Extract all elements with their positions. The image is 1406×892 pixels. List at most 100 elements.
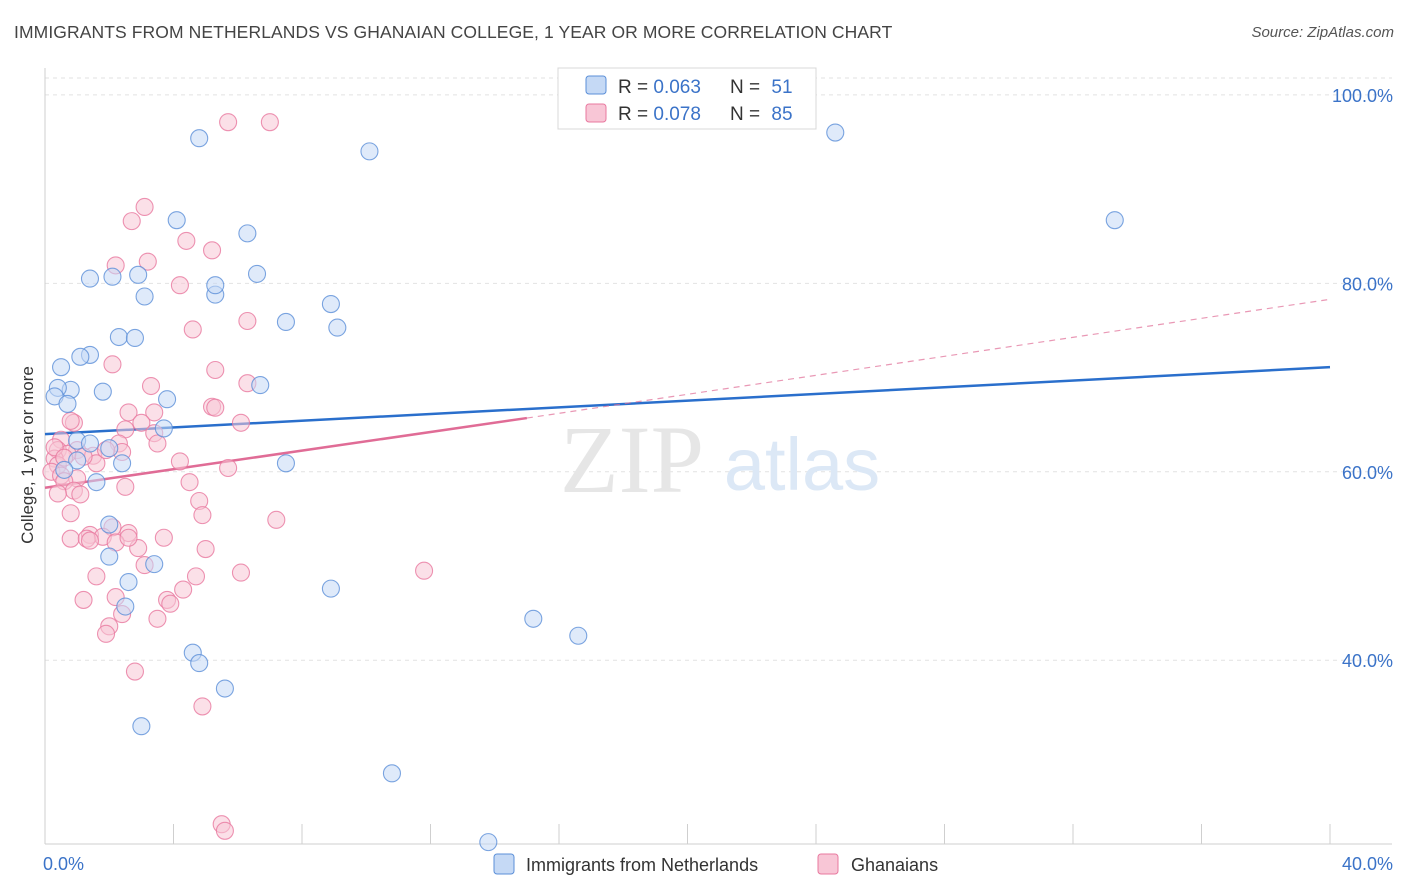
stats-legend: R = 0.063 N = 51 R = 0.078 N = 85 <box>557 67 817 130</box>
y-tick-label: 80.0% <box>1342 274 1393 294</box>
point-netherlands <box>276 312 295 331</box>
point-ghanaians <box>206 360 225 380</box>
point-netherlands <box>100 439 119 458</box>
legend-n-value-1: 51 <box>771 77 792 98</box>
point-ghanaians <box>116 477 135 496</box>
point-netherlands <box>145 555 164 574</box>
point-netherlands <box>826 123 845 142</box>
source-label: Source: ZipAtlas.com <box>1251 24 1394 41</box>
point-ghanaians <box>267 510 286 529</box>
legend-swatch-ghanaians <box>585 103 607 123</box>
point-ghanaians <box>161 594 180 613</box>
point-ghanaians <box>145 403 164 422</box>
point-ghanaians <box>125 662 144 681</box>
point-netherlands <box>569 626 588 645</box>
point-netherlands <box>206 276 225 295</box>
point-ghanaians <box>219 458 238 478</box>
point-netherlands <box>158 390 177 409</box>
point-netherlands <box>80 269 100 288</box>
point-netherlands <box>251 376 270 395</box>
point-ghanaians <box>48 484 67 503</box>
point-ghanaians <box>148 434 167 453</box>
point-netherlands <box>103 267 122 286</box>
point-netherlands <box>524 609 543 628</box>
data-points <box>42 113 1124 852</box>
point-ghanaians <box>119 528 138 547</box>
y-tick-label: 100.0% <box>1332 86 1393 106</box>
point-ghanaians <box>61 504 80 523</box>
point-ghanaians <box>135 197 154 217</box>
legend-n-label-2: N = <box>730 104 765 125</box>
point-netherlands <box>93 382 112 401</box>
point-ghanaians <box>119 403 138 422</box>
bottom-legend-swatch-ghanaians <box>817 853 839 875</box>
point-netherlands <box>71 347 90 366</box>
point-ghanaians <box>141 376 161 396</box>
point-netherlands <box>87 473 106 492</box>
point-ghanaians <box>180 473 199 492</box>
point-netherlands <box>125 328 144 348</box>
point-netherlands <box>80 434 100 453</box>
point-ghanaians <box>219 113 238 132</box>
point-ghanaians <box>154 528 173 547</box>
point-netherlands <box>215 679 234 698</box>
legend-r-label-1: R = <box>618 77 653 98</box>
point-netherlands <box>113 454 132 473</box>
point-ghanaians <box>260 113 279 132</box>
x-tick-label-min: 0.0% <box>43 854 84 874</box>
point-ghanaians <box>61 529 80 548</box>
bottom-legend-swatch-netherlands <box>493 853 515 875</box>
point-netherlands <box>154 419 173 438</box>
point-netherlands <box>58 394 77 413</box>
watermark-atlas: atlas <box>724 423 880 506</box>
point-netherlands <box>135 287 154 306</box>
point-ghanaians <box>132 413 151 432</box>
point-ghanaians <box>177 231 196 250</box>
point-netherlands <box>238 224 257 243</box>
point-ghanaians <box>61 411 80 430</box>
svg-text:R = 0.063: R = 0.063 <box>618 77 701 98</box>
legend-n-label-1: N = <box>730 77 765 98</box>
point-ghanaians <box>215 821 234 840</box>
trend-lines <box>44 298 1331 490</box>
legend-r-value-1: 0.063 <box>653 77 701 98</box>
point-netherlands <box>129 265 148 284</box>
point-netherlands <box>167 211 186 230</box>
point-ghanaians <box>193 506 212 525</box>
point-ghanaians <box>193 697 212 716</box>
point-ghanaians <box>87 567 106 586</box>
point-ghanaians <box>71 485 90 504</box>
point-netherlands <box>321 579 340 598</box>
point-ghanaians <box>231 413 251 432</box>
point-netherlands <box>247 264 267 283</box>
svg-text:N = 51: N = 51 <box>730 77 793 98</box>
point-ghanaians <box>96 624 116 643</box>
point-ghanaians <box>148 609 167 628</box>
legend-swatch-netherlands <box>585 75 607 95</box>
point-netherlands <box>100 515 119 534</box>
point-ghanaians <box>74 590 93 609</box>
point-ghanaians <box>122 212 141 231</box>
point-netherlands <box>55 460 74 479</box>
point-ghanaians <box>174 580 193 599</box>
point-ghanaians <box>138 252 157 271</box>
chart-title: IMMIGRANTS FROM NETHERLANDS VS GHANAIAN … <box>14 22 893 42</box>
svg-text:R = 0.078: R = 0.078 <box>618 104 701 125</box>
point-ghanaians <box>415 561 434 580</box>
point-ghanaians <box>170 276 189 295</box>
point-netherlands <box>360 142 379 161</box>
point-ghanaians <box>203 241 222 260</box>
point-netherlands <box>1105 211 1124 230</box>
x-tick-label-max: 40.0% <box>1342 854 1393 874</box>
bottom-legend-label-netherlands: Immigrants from Netherlands <box>526 855 758 875</box>
legend-r-label-2: R = <box>618 104 653 125</box>
axes <box>44 68 1392 845</box>
point-ghanaians <box>183 320 202 339</box>
series-legend: Immigrants from Netherlands Ghanaians <box>493 853 938 875</box>
point-netherlands <box>116 597 135 616</box>
point-netherlands <box>328 318 347 337</box>
point-netherlands <box>109 327 128 347</box>
point-ghanaians <box>231 563 251 582</box>
point-netherlands <box>276 454 295 473</box>
